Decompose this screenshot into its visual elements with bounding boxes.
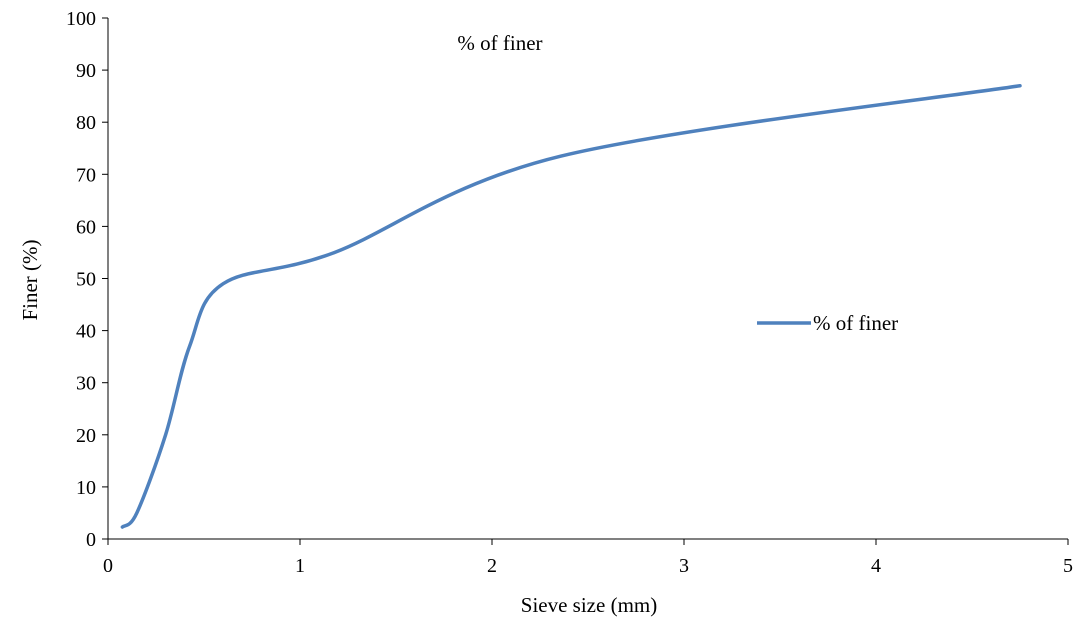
x-tick-label: 0: [103, 555, 113, 577]
y-tick-label: 60: [76, 216, 96, 238]
x-tick-label: 3: [679, 555, 689, 577]
y-tick-label: 80: [76, 112, 96, 134]
ticks: 0 10 20 30 40 50 60 70 80 90 100 0 1 2 3 4 5: [66, 8, 1073, 577]
chart-title: % of finer: [457, 31, 542, 55]
axes: [107, 18, 1068, 540]
x-tick-label: 1: [295, 555, 305, 577]
legend: % of finer: [757, 311, 898, 335]
y-axis-label: Finer (%): [18, 239, 42, 320]
x-tick-label: 4: [871, 555, 881, 577]
y-tick-label: 90: [76, 60, 96, 82]
legend-label: % of finer: [813, 311, 898, 335]
series: [120, 83, 1022, 529]
y-tick-label: 50: [76, 269, 96, 291]
y-tick-label: 10: [76, 477, 96, 499]
y-tick-label: 0: [86, 529, 96, 551]
y-tick-label: 100: [66, 8, 96, 30]
y-tick-label: 70: [76, 164, 96, 186]
y-tick-label: 40: [76, 321, 96, 343]
y-tick-label: 20: [76, 425, 96, 447]
series-line: [120, 83, 1022, 529]
x-tick-label: 5: [1063, 555, 1073, 577]
x-axis-label: Sieve size (mm): [521, 593, 657, 617]
y-tick-label: 30: [76, 373, 96, 395]
x-tick-label: 2: [487, 555, 497, 577]
